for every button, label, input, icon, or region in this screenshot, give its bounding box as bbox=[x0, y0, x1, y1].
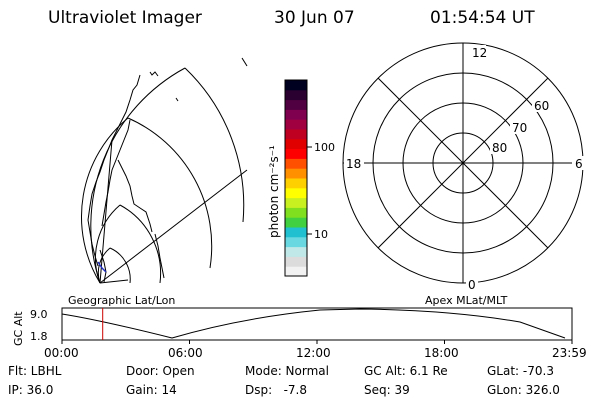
mlat-label-60: 60 bbox=[534, 99, 549, 113]
date-label: 30 Jun 07 bbox=[274, 8, 355, 28]
colorbar-segment bbox=[285, 187, 307, 199]
info-ip: IP: 36.0 bbox=[8, 383, 54, 397]
colorbar-segment bbox=[285, 266, 307, 277]
colorbar-segment bbox=[285, 99, 307, 110]
xtick-0000: 00:00 bbox=[44, 346, 79, 360]
colorbar-segment bbox=[285, 256, 307, 267]
colorbar-segment bbox=[285, 129, 307, 140]
xtick-1800: 18:00 bbox=[424, 346, 459, 360]
colorbar-segment bbox=[285, 178, 307, 189]
coastline bbox=[87, 71, 179, 283]
altitude-plot-frame bbox=[61, 307, 573, 341]
mlat-label-80: 80 bbox=[492, 141, 507, 155]
xtick-0600: 06:00 bbox=[168, 346, 203, 360]
xtick-1200: 12:00 bbox=[296, 346, 331, 360]
colorbar-segment bbox=[285, 197, 307, 208]
info-mode: Mode: Normal bbox=[245, 364, 329, 378]
colorbar-tick-label-10: 10 bbox=[314, 228, 328, 241]
terminator-line bbox=[97, 261, 107, 273]
info-dsp: Dsp: -7.8 bbox=[245, 383, 308, 397]
mlt-label-0: 0 bbox=[468, 278, 476, 292]
info-seq: Seq: 39 bbox=[364, 383, 410, 397]
colorbar-segment bbox=[285, 158, 307, 169]
colorbar-segment bbox=[285, 207, 307, 218]
info-glat: GLat: -70.3 bbox=[487, 364, 554, 378]
colorbar-unit-label: photon cm⁻²s⁻¹ bbox=[267, 145, 281, 238]
mlt-label-18: 18 bbox=[346, 157, 361, 171]
geographic-grid bbox=[81, 57, 248, 284]
colorbar-segment bbox=[285, 236, 307, 248]
altitude-x-ticks bbox=[61, 340, 573, 344]
geo-panel-label: Geographic Lat/Lon bbox=[68, 294, 175, 307]
info-gain: Gain: 14 bbox=[126, 383, 177, 397]
colorbar-segment bbox=[285, 148, 307, 159]
polar-panel-label: Apex MLat/MLT bbox=[425, 294, 508, 307]
xtick-2359: 23:59 bbox=[552, 346, 587, 360]
info-gc-alt: GC Alt: 6.1 Re bbox=[364, 364, 448, 378]
polar-grid bbox=[342, 42, 584, 284]
colorbar bbox=[285, 80, 307, 277]
colorbar-frame bbox=[284, 79, 308, 277]
colorbar-segment bbox=[285, 246, 307, 257]
info-filter: Flt: LBHL bbox=[8, 364, 62, 378]
time-label: 01:54:54 UT bbox=[430, 8, 535, 28]
colorbar-segment bbox=[285, 80, 307, 91]
colorbar-segment bbox=[285, 119, 307, 130]
ytick-1-8: 1.8 bbox=[30, 330, 48, 343]
mlat-label-70: 70 bbox=[512, 121, 527, 135]
colorbar-segment bbox=[285, 227, 307, 238]
altitude-ylabel: GC Alt bbox=[12, 311, 25, 346]
ytick-9: 9.0 bbox=[30, 308, 48, 321]
instrument-title: Ultraviolet Imager bbox=[48, 8, 202, 28]
colorbar-segment bbox=[285, 109, 307, 120]
colorbar-segment bbox=[285, 89, 307, 101]
info-glon: GLon: 326.0 bbox=[487, 383, 560, 397]
colorbar-segment bbox=[285, 168, 307, 179]
colorbar-segment bbox=[285, 217, 307, 228]
info-door: Door: Open bbox=[126, 364, 195, 378]
altitude-curve bbox=[61, 308, 566, 339]
colorbar-segment bbox=[285, 138, 307, 150]
colorbar-tick-label-100: 100 bbox=[314, 141, 335, 154]
mlt-label-12: 12 bbox=[472, 46, 487, 60]
mlt-label-6: 6 bbox=[575, 157, 583, 171]
